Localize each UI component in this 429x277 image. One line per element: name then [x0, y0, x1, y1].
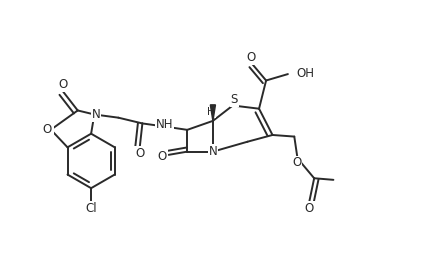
- Text: O: O: [247, 51, 256, 64]
- Text: O: O: [135, 147, 145, 160]
- Text: N: N: [208, 145, 217, 158]
- Text: O: O: [42, 123, 51, 136]
- Text: N: N: [91, 108, 100, 121]
- Text: OH: OH: [296, 67, 314, 80]
- Text: H: H: [164, 119, 172, 129]
- Text: O: O: [305, 202, 314, 215]
- Polygon shape: [210, 105, 215, 121]
- Text: H: H: [207, 107, 215, 117]
- Text: NH: NH: [156, 117, 174, 130]
- Text: O: O: [292, 156, 302, 169]
- Text: O: O: [157, 150, 167, 163]
- Text: S: S: [231, 93, 238, 106]
- Text: O: O: [59, 78, 68, 91]
- Text: Cl: Cl: [85, 202, 97, 215]
